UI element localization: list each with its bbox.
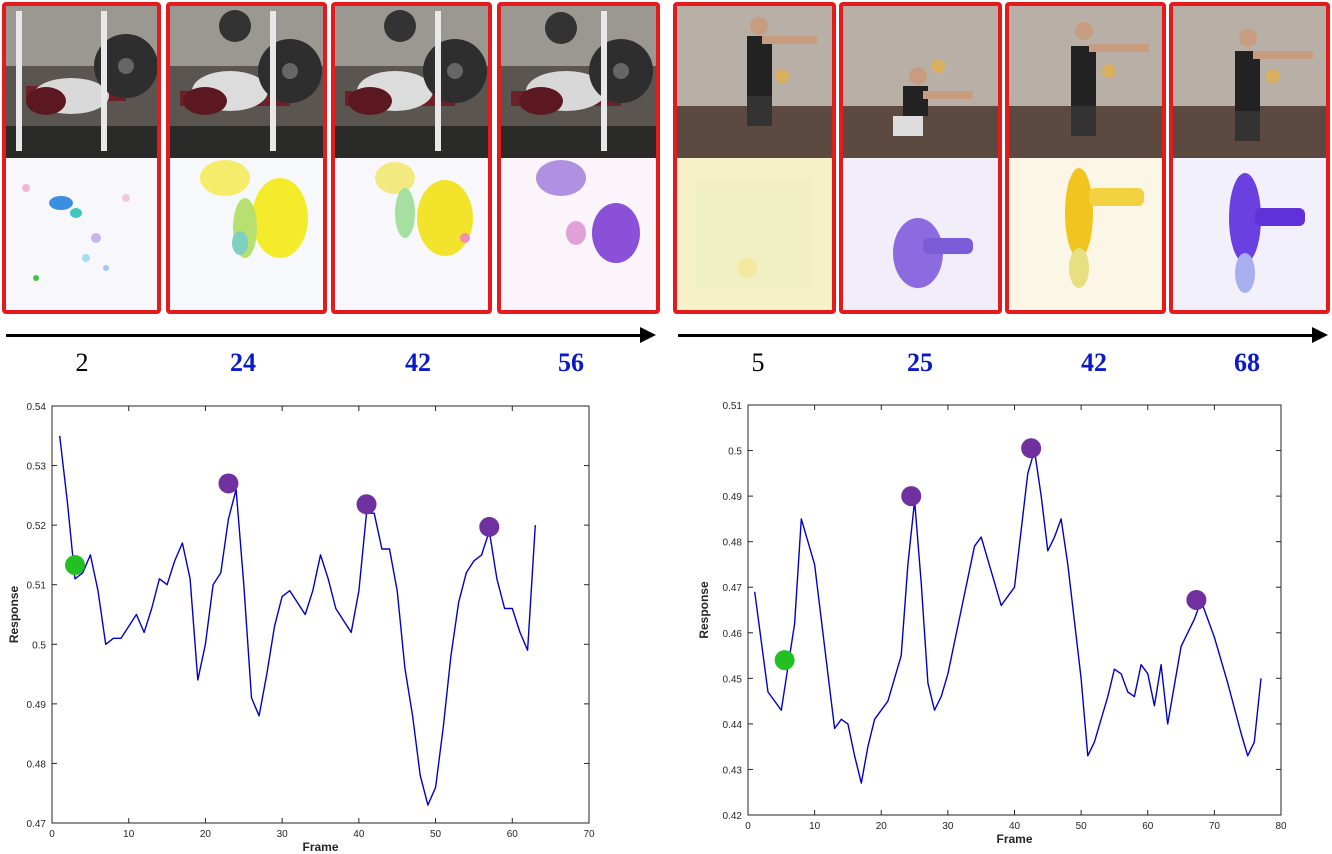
response-chart-squat: 0 10 20 30 40 50 60 70 80 0.42 0.43 0.44 0.45 0.46 0.4… xyxy=(697,401,1287,846)
frame-thumbnail xyxy=(2,2,161,314)
plot-area xyxy=(747,404,1282,816)
x-tick-label: 50 xyxy=(430,829,442,840)
x-tick-label: 20 xyxy=(200,829,212,840)
response-chart-bench-press: 0 10 20 30 40 50 60 70 0.47 0.48 0.49 0.5 0.51 0.52 0.… xyxy=(7,402,595,854)
key-frame-marker xyxy=(901,486,922,507)
video-frame-image xyxy=(170,6,323,158)
key-frame-marker xyxy=(1186,589,1207,610)
y-tick-label: 0.54 xyxy=(27,402,47,413)
x-tick-label: 30 xyxy=(942,821,954,832)
y-tick-label: 0.44 xyxy=(723,720,743,731)
video-frame-image xyxy=(501,6,656,158)
plot-area xyxy=(51,405,590,824)
y-tick-label: 0.52 xyxy=(27,521,47,532)
optical-flow-image xyxy=(843,158,998,310)
y-tick-label: 0.43 xyxy=(723,765,743,776)
x-tick-label: 80 xyxy=(1275,821,1287,832)
x-tick-label: 40 xyxy=(353,829,365,840)
frame-number-label: 24 xyxy=(230,348,256,377)
video-frame-image xyxy=(1173,6,1326,158)
x-tick-label: 60 xyxy=(1142,821,1154,832)
start-frame-marker xyxy=(774,650,795,671)
frame-number-label: 42 xyxy=(405,348,431,377)
optical-flow-image xyxy=(170,158,323,310)
optical-flow-image xyxy=(1173,158,1326,310)
video-frame-image xyxy=(677,6,832,158)
y-tick-label: 0.48 xyxy=(27,759,47,770)
x-axis-label: Frame xyxy=(996,832,1032,846)
frame-number-label: 5 xyxy=(751,348,765,377)
y-tick-label: 0.5 xyxy=(32,640,46,651)
x-tick-label: 60 xyxy=(507,829,519,840)
optical-flow-image xyxy=(1009,158,1162,310)
arrow-head-icon xyxy=(640,327,656,343)
frame-thumbnail xyxy=(1169,2,1330,314)
response-curve xyxy=(59,435,536,806)
x-tick-label: 10 xyxy=(123,829,135,840)
y-tick-label: 0.51 xyxy=(27,581,47,592)
frame-thumbnail xyxy=(331,2,492,314)
x-tick-label: 70 xyxy=(1209,821,1221,832)
x-tick-label: 40 xyxy=(1009,821,1021,832)
x-tick-label: 0 xyxy=(745,821,751,832)
y-tick-label: 0.49 xyxy=(27,700,47,711)
y-tick-label: 0.42 xyxy=(723,811,743,822)
key-frame-marker xyxy=(356,494,377,515)
x-tick-label: 50 xyxy=(1076,821,1088,832)
y-tick-label: 0.45 xyxy=(723,674,743,685)
y-tick-label: 0.46 xyxy=(723,629,743,640)
video-frame-image xyxy=(1009,6,1162,158)
x-tick-label: 20 xyxy=(876,821,888,832)
frame-number-label: 2 xyxy=(75,348,89,377)
frame-number-label: 25 xyxy=(907,348,933,377)
x-tick-label: 70 xyxy=(583,829,595,840)
y-tick-label: 0.47 xyxy=(27,819,47,830)
key-frame-marker xyxy=(218,473,239,494)
y-tick-label: 0.5 xyxy=(728,447,742,458)
frame-number-label: 42 xyxy=(1081,348,1107,377)
x-tick-label: 30 xyxy=(277,829,289,840)
frame-thumbnail xyxy=(166,2,327,314)
optical-flow-image xyxy=(501,158,656,310)
timeline-arrow xyxy=(678,334,1314,337)
key-frame-marker xyxy=(1021,438,1042,459)
frame-thumbnail xyxy=(673,2,836,314)
x-tick-label: 10 xyxy=(809,821,821,832)
optical-flow-image xyxy=(677,158,832,310)
y-tick-label: 0.47 xyxy=(723,583,743,594)
frame-thumbnail xyxy=(497,2,660,314)
y-tick-label: 0.48 xyxy=(723,538,743,549)
y-tick-label: 0.53 xyxy=(27,462,47,473)
y-tick-label: 0.51 xyxy=(723,401,743,412)
video-frame-image xyxy=(6,6,157,158)
frame-number-label: 68 xyxy=(1234,348,1260,377)
y-axis-label: Response xyxy=(7,586,21,644)
y-axis-label: Response xyxy=(697,581,711,639)
frame-thumbnail xyxy=(1005,2,1166,314)
response-curve xyxy=(754,449,1262,784)
frame-number-label: 56 xyxy=(558,348,584,377)
timeline-arrow xyxy=(6,334,642,337)
optical-flow-image xyxy=(6,158,157,310)
start-frame-marker xyxy=(65,555,86,576)
video-frame-image xyxy=(335,6,488,158)
video-frame-image xyxy=(843,6,998,158)
key-frame-marker xyxy=(479,516,500,537)
frame-thumbnail xyxy=(839,2,1002,314)
y-tick-label: 0.49 xyxy=(723,492,743,503)
arrow-head-icon xyxy=(1312,327,1328,343)
optical-flow-image xyxy=(335,158,488,310)
x-tick-label: 0 xyxy=(49,829,55,840)
x-axis-label: Frame xyxy=(302,840,338,854)
